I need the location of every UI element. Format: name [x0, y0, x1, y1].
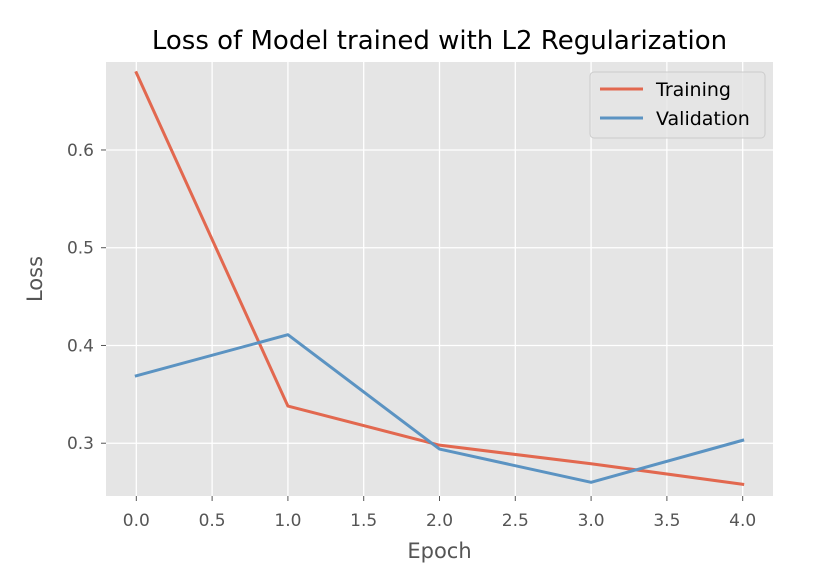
x-tick-label: 2.5: [502, 511, 529, 531]
x-axis-label: Epoch: [407, 539, 471, 563]
x-tick-label: 1.0: [274, 511, 301, 531]
x-tick-label: 3.0: [578, 511, 605, 531]
chart-title: Loss of Model trained with L2 Regulariza…: [152, 26, 727, 56]
y-tick-label: 0.3: [67, 434, 94, 454]
x-tick-label: 2.0: [426, 511, 453, 531]
y-axis-label: Loss: [23, 256, 47, 302]
legend-label-training: Training: [655, 79, 731, 101]
axis-ticks: 0.0 0.5 1.0 1.5 2.0 2.5 3.0 3.5 4.0 0.3 0.4 0.5 0.6: [67, 141, 756, 531]
x-tick-label: 0.0: [123, 511, 150, 531]
x-tick-label: 4.0: [729, 511, 756, 531]
y-tick-label: 0.5: [67, 239, 94, 259]
series-line-validation: [134, 333, 745, 484]
x-tick-label: 0.5: [199, 511, 226, 531]
y-tick-label: 0.6: [67, 141, 94, 161]
x-tick-label: 1.5: [350, 511, 377, 531]
y-tick-label: 0.4: [67, 336, 94, 356]
data-series: [134, 70, 745, 486]
legend-label-validation: Validation: [656, 108, 750, 130]
x-tick-label: 3.5: [653, 511, 680, 531]
series-line-training: [134, 70, 745, 486]
legend: Training Validation: [589, 71, 766, 139]
